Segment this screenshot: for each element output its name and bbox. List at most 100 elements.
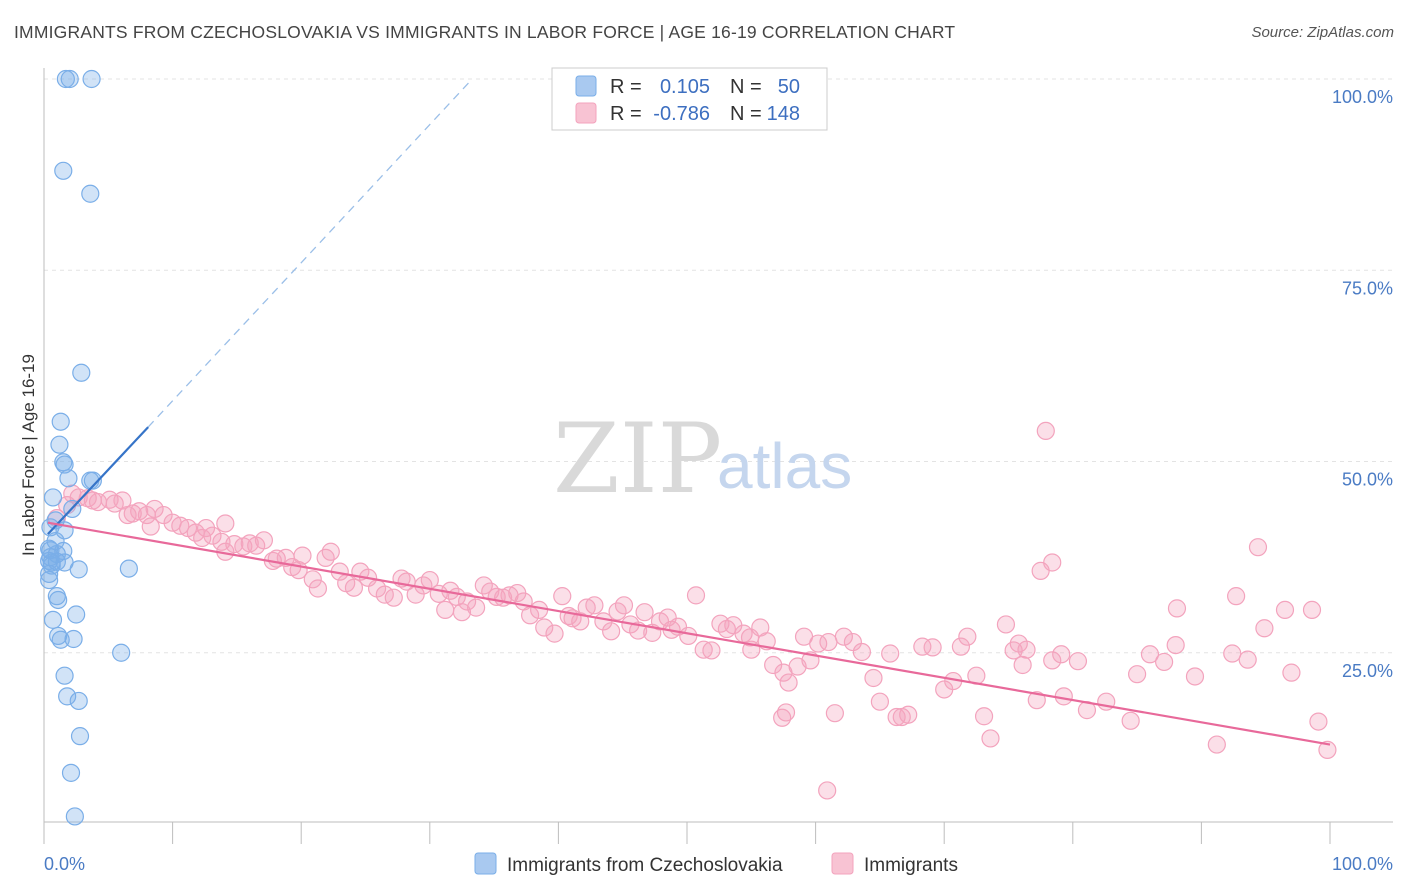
data-point-immigrants — [553, 587, 572, 606]
data-point-immigrants — [679, 626, 698, 646]
bottom-legend-label-pink: Immigrants — [864, 855, 958, 876]
data-point-immigrants — [843, 632, 862, 652]
data-point-czechoslovakia — [60, 69, 79, 89]
grid-lines — [44, 78, 1393, 654]
legend: R = 0.105 N = 50 R = -0.786 N = 148 — [551, 67, 828, 131]
legend-n-label-1: N = — [730, 76, 762, 98]
data-point-immigrants — [1255, 619, 1274, 638]
data-point-immigrants — [1238, 650, 1257, 669]
data-point-czechoslovakia — [61, 763, 81, 782]
data-point-immigrants — [344, 578, 364, 597]
data-point-immigrants — [834, 627, 853, 646]
data-point-immigrants — [308, 579, 328, 598]
data-point-immigrants — [764, 655, 783, 675]
data-point-immigrants — [1223, 644, 1242, 663]
data-point-czechoslovakia — [50, 435, 69, 454]
source-credit: Source: ZipAtlas.com — [1251, 24, 1394, 41]
data-point-immigrants — [1282, 663, 1301, 682]
trend-lines — [47, 78, 1331, 746]
data-point-immigrants — [1043, 651, 1062, 670]
data-point-immigrants — [773, 708, 792, 727]
data-point-immigrants — [1166, 635, 1185, 655]
data-point-czechoslovakia — [58, 687, 77, 706]
data-point-immigrants — [1309, 712, 1328, 731]
legend-r-value-1: 0.105 — [660, 76, 710, 98]
data-point-immigrants — [1248, 538, 1268, 557]
data-point-czechoslovakia — [43, 610, 63, 629]
data-point-immigrants — [923, 638, 942, 657]
data-point-immigrants — [958, 627, 977, 646]
data-point-immigrants — [1043, 553, 1062, 572]
data-point-immigrants — [1207, 735, 1226, 754]
data-point-immigrants — [887, 707, 906, 727]
trend-line-immigrants — [47, 521, 1331, 746]
data-point-immigrants — [825, 704, 844, 723]
x-tick-label-right: 100.0% — [1332, 854, 1393, 874]
chart-title: IMMIGRANTS FROM CZECHOSLOVAKIA VS IMMIGR… — [14, 22, 956, 42]
data-point-immigrants — [852, 642, 871, 662]
data-point-immigrants — [303, 570, 322, 589]
data-point-immigrants — [141, 517, 160, 536]
data-point-immigrants — [466, 598, 486, 617]
data-point-immigrants — [818, 781, 837, 800]
data-point-immigrants — [1036, 421, 1055, 440]
data-point-immigrants — [216, 514, 235, 533]
data-point-immigrants — [545, 624, 564, 643]
data-point-immigrants — [881, 644, 900, 663]
data-point-czechoslovakia — [51, 630, 70, 649]
trend-line-czechoslovakia-dashed — [147, 78, 473, 428]
data-point-immigrants — [951, 637, 971, 656]
bottom-legend-swatch-pink — [831, 852, 854, 875]
data-point-immigrants — [535, 618, 554, 637]
data-point-immigrants — [1013, 655, 1032, 675]
data-point-immigrants — [1302, 600, 1322, 620]
data-point-immigrants — [870, 692, 890, 711]
data-point-immigrants — [1318, 740, 1337, 760]
y-axis-label: In Labor Force | Age 16-19 — [19, 354, 38, 556]
data-point-immigrants — [864, 668, 883, 688]
series-immigrants — [47, 421, 1337, 800]
data-point-immigrants — [321, 542, 340, 561]
data-point-czechoslovakia — [40, 564, 59, 584]
data-point-immigrants — [779, 673, 798, 692]
data-point-immigrants — [145, 499, 164, 519]
data-point-czechoslovakia — [82, 69, 101, 89]
data-point-immigrants — [254, 531, 274, 550]
data-point-czechoslovakia — [72, 363, 91, 382]
y-tick-label: 50.0% — [1342, 470, 1393, 490]
data-point-czechoslovakia — [59, 469, 78, 488]
data-point-immigrants — [1155, 652, 1174, 672]
legend-box — [551, 67, 828, 131]
data-point-immigrants — [899, 705, 918, 724]
x-tick-label-left: 0.0% — [44, 854, 85, 874]
data-point-czechoslovakia — [67, 605, 86, 624]
data-point-immigrants — [1017, 640, 1036, 659]
legend-r-value-2: -0.786 — [653, 103, 710, 125]
data-point-czechoslovakia — [81, 184, 100, 203]
bottom-legend: Immigrants from Czechoslovakia Immigrant… — [474, 852, 958, 876]
data-point-immigrants — [1121, 711, 1140, 730]
legend-swatch-pink — [575, 102, 597, 124]
bottom-legend-label-blue: Immigrants from Czechoslovakia — [507, 855, 783, 876]
legend-swatch-blue — [575, 75, 597, 97]
data-point-czechoslovakia — [69, 691, 88, 711]
data-point-czechoslovakia — [64, 629, 83, 649]
data-point-immigrants — [1127, 665, 1147, 684]
data-point-czechoslovakia — [56, 69, 75, 89]
data-point-immigrants — [384, 588, 403, 607]
data-point-czechoslovakia — [43, 488, 63, 507]
data-point-czechoslovakia — [55, 455, 74, 474]
legend-n-label-2: N = — [730, 103, 762, 125]
data-point-immigrants — [819, 632, 838, 652]
series-czechoslovakia — [40, 69, 138, 826]
data-point-immigrants — [1140, 645, 1160, 664]
data-point-immigrants — [1275, 600, 1295, 620]
data-point-czechoslovakia — [83, 471, 102, 490]
data-point-czechoslovakia — [70, 727, 90, 746]
data-point-immigrants — [974, 707, 994, 726]
data-point-immigrants — [996, 615, 1016, 634]
legend-r-label-2: R = — [610, 103, 642, 125]
bottom-legend-swatch-blue — [474, 852, 497, 875]
legend-n-value-1: 50 — [778, 76, 800, 98]
